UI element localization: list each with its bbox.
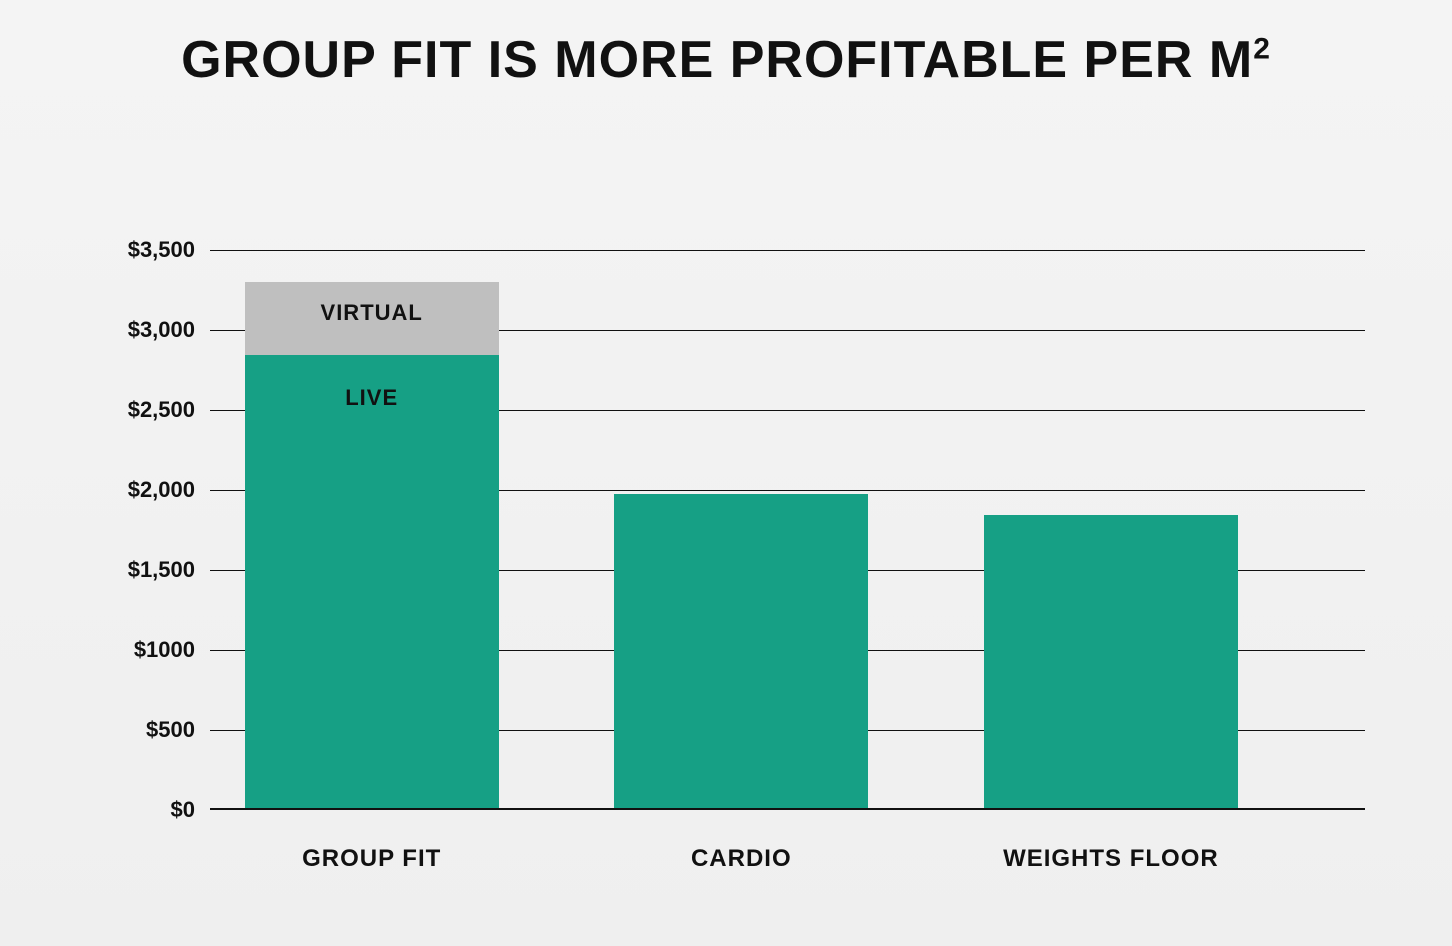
y-axis-label: $1000: [95, 637, 195, 663]
bar-segment: VIRTUAL: [245, 282, 499, 356]
x-axis-label: GROUP FIT: [245, 845, 499, 873]
y-axis-label: $500: [95, 717, 195, 743]
y-axis-label: $3,000: [95, 317, 195, 343]
bar-segment: [614, 494, 868, 808]
title-unit: M2: [1209, 31, 1271, 89]
bar-group: LIVE VIRTUAL: [245, 282, 499, 808]
y-axis-label: $1,500: [95, 557, 195, 583]
y-axis-label: $0: [95, 797, 195, 823]
gridline: [210, 250, 1365, 251]
bar-group: [614, 494, 868, 808]
chart-page: GROUP FIT IS MORE PROFITABLE PER M2 LIVE…: [0, 0, 1452, 946]
bar-chart: LIVE VIRTUAL $0 $500 $1000 $1,500 $2,000 $2,50…: [95, 230, 1365, 860]
y-axis-label: $2,000: [95, 477, 195, 503]
y-axis-label: $3,500: [95, 237, 195, 263]
chart-title: GROUP FIT IS MORE PROFITABLE PER M2: [0, 30, 1452, 90]
bar-segment-label: VIRTUAL: [245, 300, 499, 326]
y-axis-label: $2,500: [95, 397, 195, 423]
title-main-text: GROUP FIT IS MORE PROFITABLE PER: [181, 31, 1209, 89]
bar-segment: [984, 515, 1238, 808]
bar-segment: LIVE: [245, 355, 499, 808]
x-axis-label: WEIGHTS FLOOR: [984, 845, 1238, 873]
bar-group: [984, 515, 1238, 808]
title-unit-sup: 2: [1253, 33, 1271, 66]
title-unit-base: M: [1209, 31, 1253, 89]
plot-area: LIVE VIRTUAL: [210, 250, 1365, 810]
x-axis-label: CARDIO: [614, 845, 868, 873]
bar-segment-label: LIVE: [245, 385, 499, 411]
